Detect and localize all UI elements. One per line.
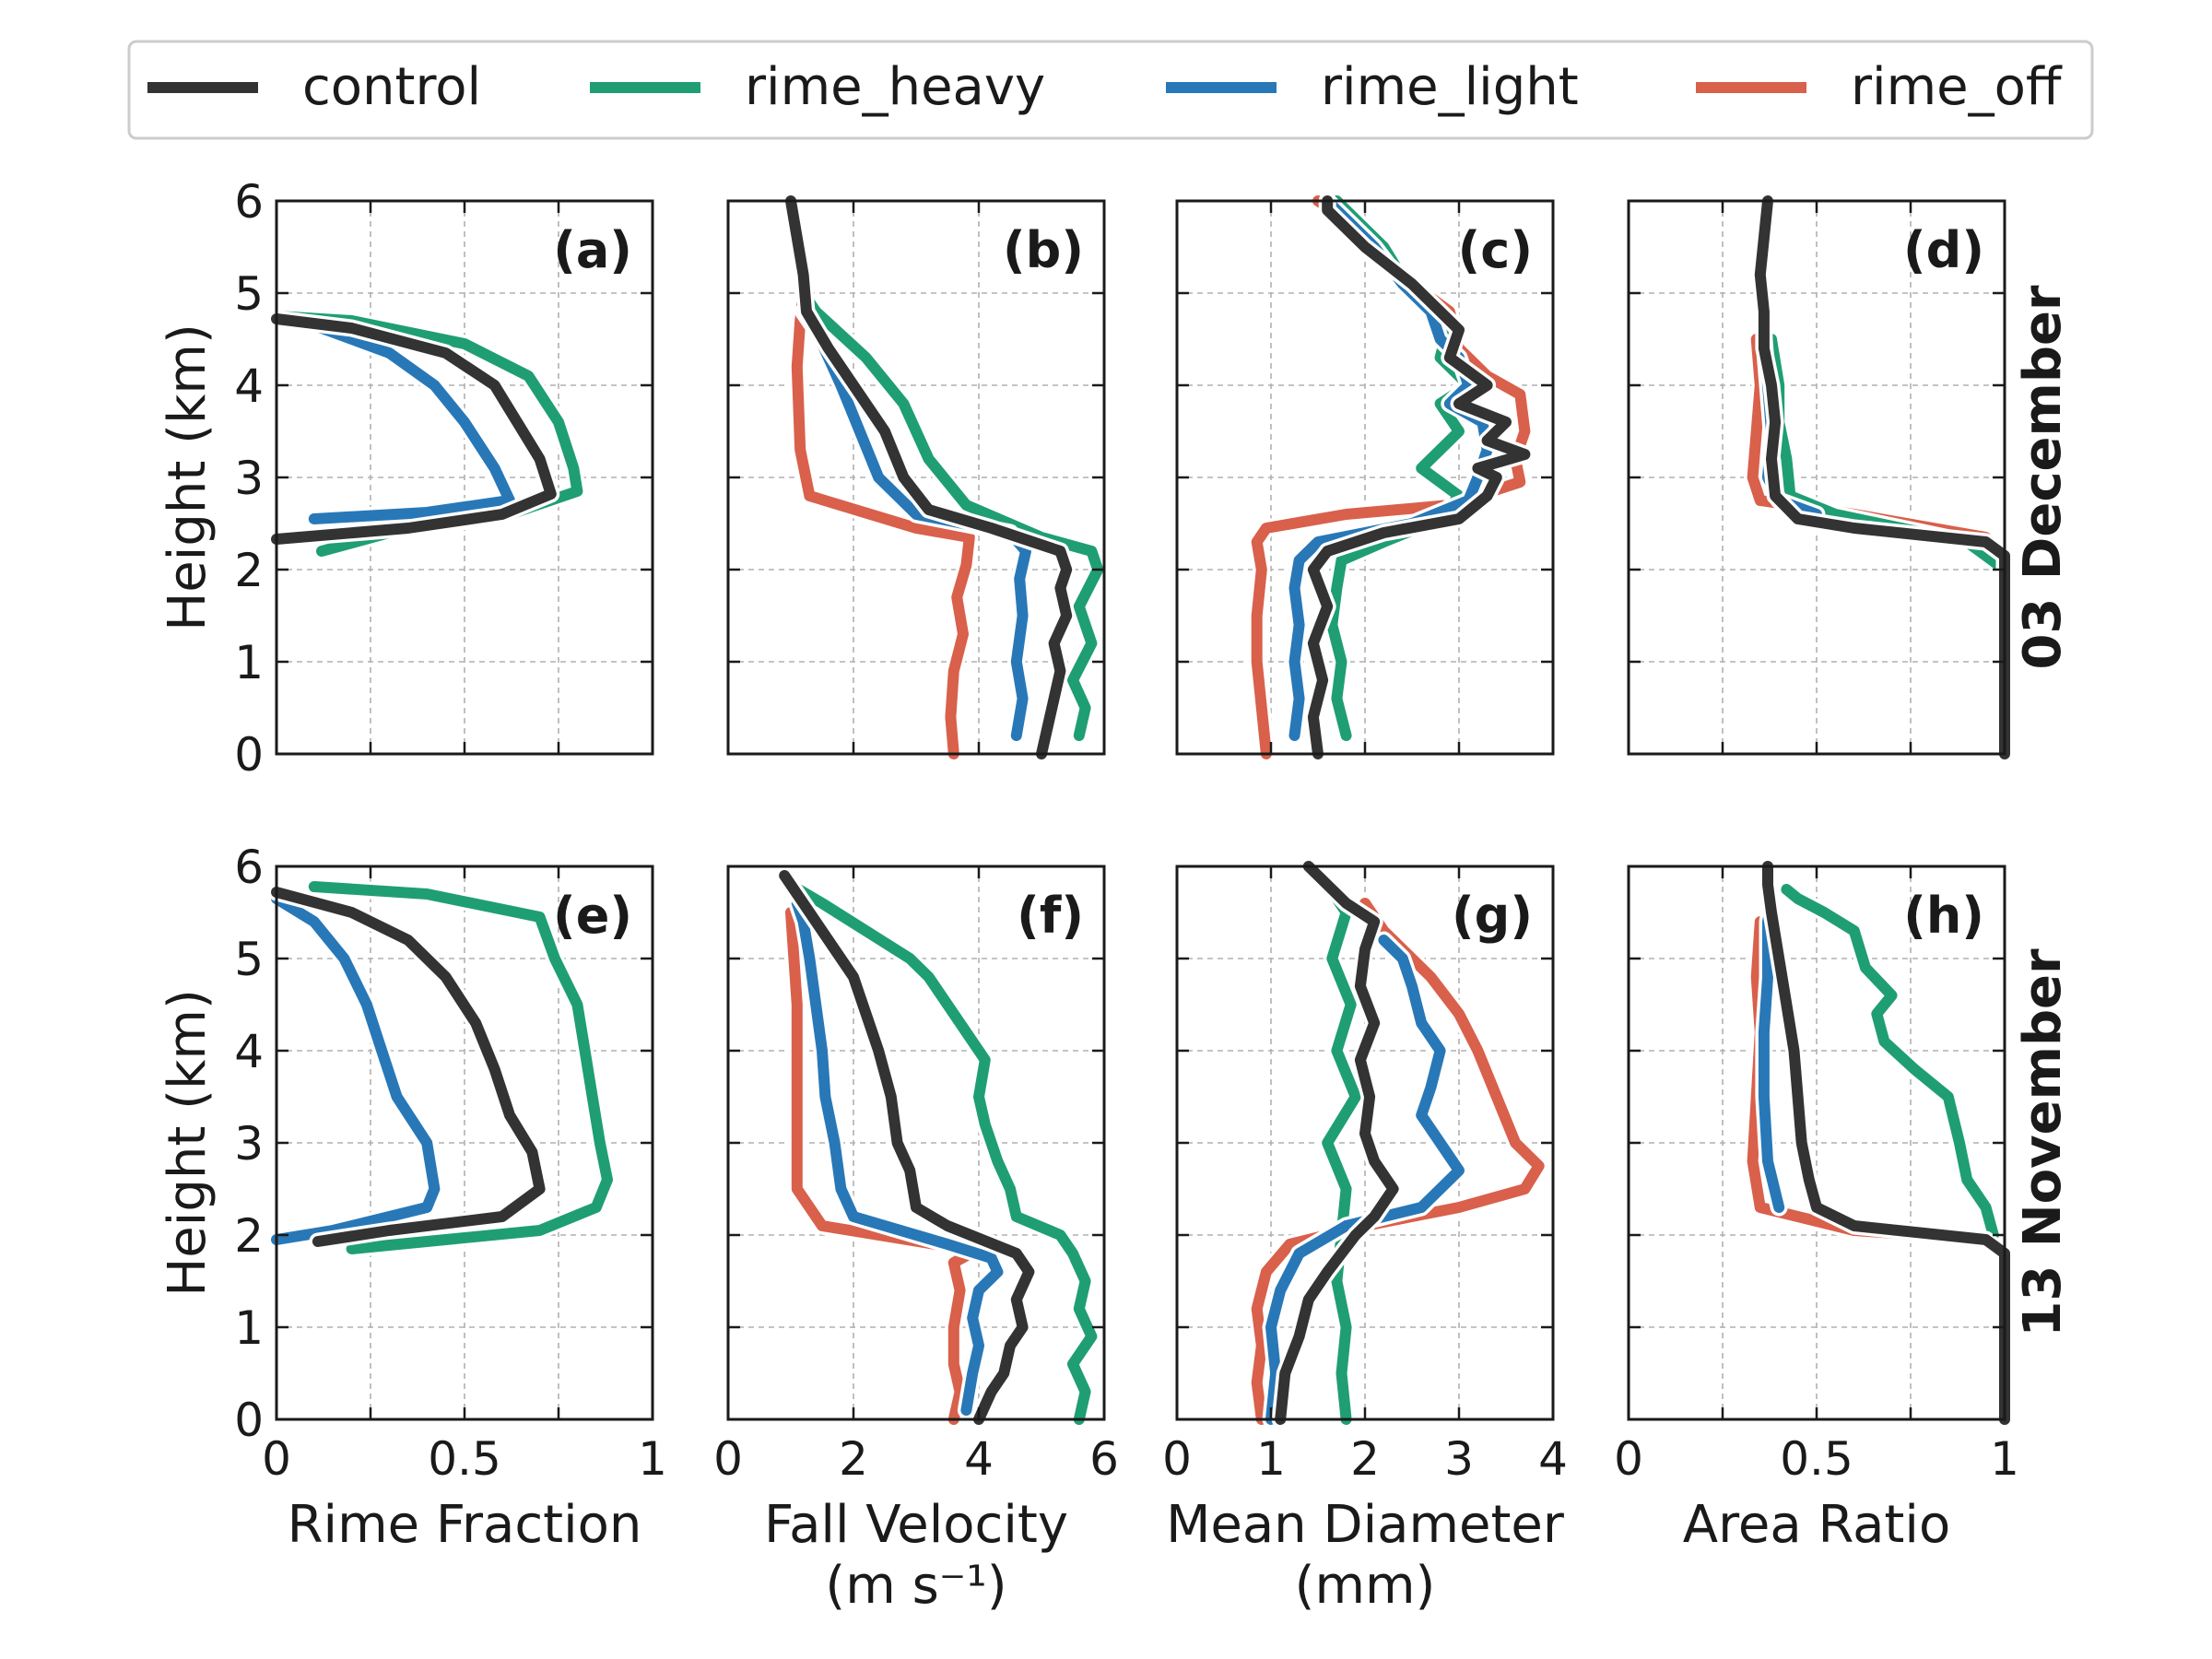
x-tick-label: 2 <box>1350 1432 1380 1486</box>
x-tick-label: 4 <box>964 1432 994 1486</box>
x-tick-label: 4 <box>1538 1432 1568 1486</box>
x-tick-label: 0.5 <box>1780 1432 1853 1486</box>
panel-a: 0 1 2 3 4 5 6 Height (km) (a) <box>158 175 654 782</box>
x-tick-label: 2 <box>839 1432 868 1486</box>
series-line-control <box>779 870 1035 1425</box>
panel-label: (e) <box>553 887 632 945</box>
x-tick-label: 1 <box>1256 1432 1286 1486</box>
panel-e: 0 1 2 3 4 5 6 Height (km) 0 0.5 1 Rime Fraction (e) <box>158 841 667 1555</box>
panel-label: (c) <box>1458 221 1533 279</box>
y-tick-label: 5 <box>234 267 264 321</box>
panel-d: (d) <box>1627 192 2014 763</box>
x-tick-label: 1 <box>1990 1432 2019 1486</box>
legend-label-rime-light: rime_light <box>1321 57 1579 117</box>
panel-label: (h) <box>1903 887 1984 945</box>
series-line-rime-heavy <box>797 288 1104 741</box>
legend-label-rime-off: rime_off <box>1851 57 2063 117</box>
series-line-rime-light <box>1265 935 1465 1425</box>
series-line-rime-light <box>271 893 441 1245</box>
y-tick-label: 5 <box>234 933 264 986</box>
legend-entry-rime-light: rime_light <box>1166 57 1579 117</box>
y-tick-label: 0 <box>234 1394 264 1447</box>
x-tick-label: 0 <box>262 1432 291 1486</box>
panel-label: (b) <box>1003 221 1084 279</box>
series-line-control <box>1307 195 1531 759</box>
x-axis-label: Fall Velocity <box>764 1495 1068 1555</box>
row-label-13-november: 13 November <box>2013 948 2073 1337</box>
y-tick-label: 6 <box>234 175 264 229</box>
x-axis-label: (mm) <box>1295 1556 1436 1616</box>
x-tick-label: 3 <box>1444 1432 1474 1486</box>
row-label-03-december: 03 December <box>2013 285 2073 669</box>
panel-label: (d) <box>1903 221 1984 279</box>
y-tick-label: 4 <box>234 359 264 413</box>
y-tick-label: 3 <box>234 1117 264 1171</box>
legend: control rime_heavy rime_light rime_off <box>127 40 2094 140</box>
panel-b: (b) <box>726 192 1107 763</box>
y-tick-label: 6 <box>234 841 264 894</box>
y-tick-label: 3 <box>234 452 264 505</box>
panel-label: (f) <box>1017 887 1084 945</box>
series-line-control <box>1275 861 1399 1425</box>
panel-f: 0 2 4 6 Fall Velocity(m s⁻¹) (f) <box>713 865 1119 1616</box>
series-line-rime-off <box>1251 898 1545 1425</box>
x-tick-label: 0 <box>1162 1432 1192 1486</box>
x-tick-label: 6 <box>1089 1432 1119 1486</box>
y-axis-label: Height (km) <box>158 989 218 1297</box>
series-line-rime-heavy <box>785 879 1098 1425</box>
panel-label: (a) <box>553 221 632 279</box>
legend-entry-control: control <box>147 57 481 117</box>
legend-entry-rime-off: rime_off <box>1696 57 2063 117</box>
legend-entry-rime-heavy: rime_heavy <box>590 57 1045 117</box>
series-line-rime-heavy <box>1781 884 1999 1241</box>
y-tick-label: 4 <box>234 1025 264 1078</box>
series-line-rime-heavy <box>308 881 613 1254</box>
series-line-control <box>1762 861 2010 1425</box>
x-tick-label: 1 <box>638 1432 667 1486</box>
series-line-rime-heavy <box>1322 879 1361 1425</box>
y-axis-label: Height (km) <box>158 324 218 631</box>
x-axis-label: Mean Diameter <box>1166 1495 1565 1555</box>
series-line-control <box>785 195 1073 759</box>
x-axis-label: (m s⁻¹) <box>825 1556 1006 1616</box>
legend-frame <box>127 40 2094 140</box>
x-axis-label: Rime Fraction <box>288 1495 642 1555</box>
x-tick-label: 0.5 <box>428 1432 501 1486</box>
y-tick-label: 0 <box>234 728 264 782</box>
y-tick-label: 1 <box>234 1301 264 1355</box>
series-line-control <box>271 313 557 545</box>
x-axis-label: Area Ratio <box>1683 1495 1950 1555</box>
y-tick-label: 2 <box>234 1209 264 1263</box>
legend-label-rime-heavy: rime_heavy <box>745 57 1045 117</box>
x-tick-label: 0 <box>1614 1432 1643 1486</box>
panel-c: (c) <box>1175 192 1555 763</box>
panel-label: (g) <box>1452 887 1533 945</box>
series-line-rime-light <box>791 898 1004 1416</box>
y-tick-label: 1 <box>234 636 264 689</box>
series-line-control <box>271 887 546 1247</box>
series-line-control <box>1754 195 2010 759</box>
panel-g: 0 1 2 3 4 Mean Diameter(mm) (g) <box>1162 857 1568 1616</box>
legend-label-control: control <box>302 57 481 117</box>
x-tick-label: 0 <box>713 1432 743 1486</box>
panel-h: 0 0.5 1 Area Ratio (h) <box>1614 857 2019 1555</box>
y-tick-label: 2 <box>234 544 264 597</box>
